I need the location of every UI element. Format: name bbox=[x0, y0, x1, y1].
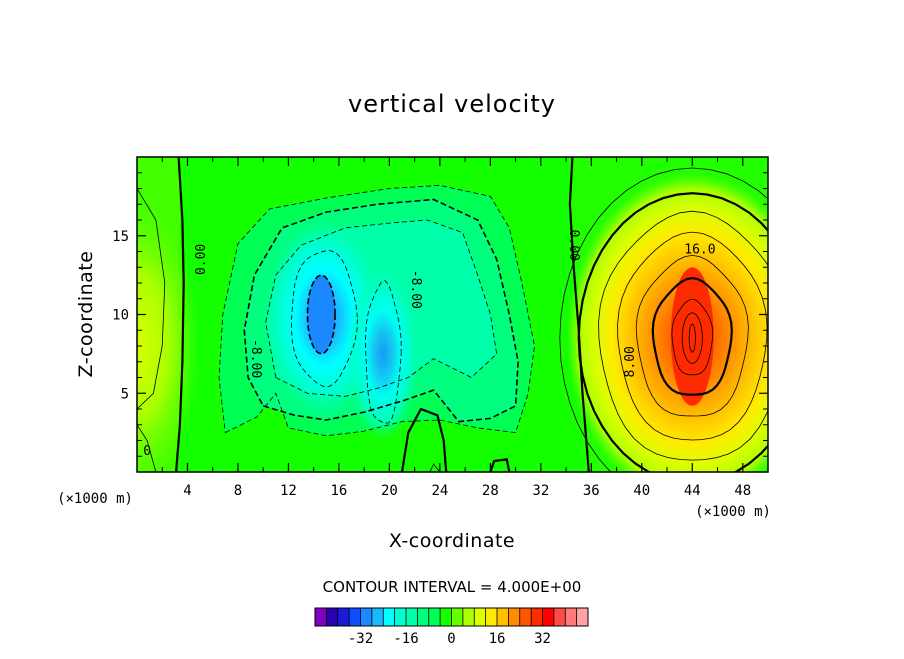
contour-label: 16.0 bbox=[684, 242, 715, 257]
contour-positive-ring bbox=[598, 210, 768, 461]
contour-bump-small bbox=[489, 458, 511, 472]
y-axis-ticks: 5 10 15 bbox=[112, 172, 768, 457]
contour-positive-peak bbox=[688, 323, 696, 353]
colorbar-swatch bbox=[383, 608, 395, 626]
colorbar-swatch bbox=[474, 608, 486, 626]
contour-label-text: 0.00 bbox=[566, 230, 581, 261]
contour-left-positive bbox=[137, 188, 166, 410]
contour-positive-ring bbox=[651, 276, 733, 396]
colorbar-swatch bbox=[337, 608, 350, 626]
colorbar-swatch bbox=[360, 608, 373, 626]
y-axis-label: Z-coordinate bbox=[75, 251, 97, 378]
contour-label: -8.00 bbox=[408, 270, 423, 309]
contour-bump-mid bbox=[400, 407, 448, 472]
field-maximum-core bbox=[670, 267, 714, 406]
contour-positive-ring bbox=[617, 231, 768, 441]
x-unit-label: (×1000 m) bbox=[695, 504, 771, 520]
y-tick-label: 10 bbox=[112, 308, 129, 324]
contour-positive-ring bbox=[671, 298, 714, 376]
x-tick-label: 40 bbox=[633, 483, 650, 499]
colorbar-swatch bbox=[542, 608, 555, 626]
y-tick-label: 15 bbox=[112, 229, 129, 245]
contour-zero-left bbox=[175, 157, 185, 472]
colorbar-swatch bbox=[519, 608, 532, 626]
colorbar-swatch bbox=[531, 608, 543, 626]
contour-label-text: -8.00 bbox=[408, 270, 423, 309]
contour-positive-ring bbox=[577, 192, 768, 472]
contour-positive-ring bbox=[681, 312, 703, 364]
colorbar-tick-label: -32 bbox=[348, 631, 373, 647]
contour-label: 0.00 bbox=[566, 230, 581, 261]
colorbar-swatch bbox=[440, 608, 452, 626]
contour-label-text: 16.0 bbox=[684, 242, 715, 257]
colorbar-frame bbox=[314, 607, 589, 627]
contour-label: 0 bbox=[143, 444, 151, 459]
contour-bump-tiny bbox=[429, 463, 441, 472]
contour-negative-4 bbox=[218, 184, 535, 437]
colorbar-swatch bbox=[406, 608, 418, 626]
x-axis-label: X-coordinate bbox=[389, 530, 515, 552]
contour-lines bbox=[137, 157, 768, 472]
colorbar-swatch bbox=[451, 608, 464, 626]
field-minimum-right bbox=[347, 267, 419, 441]
contour-left-corner bbox=[137, 424, 157, 472]
colorbar-swatch bbox=[553, 608, 566, 626]
colorbar-tick-label: -16 bbox=[393, 631, 418, 647]
colorbar-tick-label: 16 bbox=[489, 631, 506, 647]
colorbar-swatch bbox=[485, 608, 498, 626]
field-minimum-core bbox=[307, 275, 336, 354]
colorbar-swatch bbox=[394, 608, 407, 626]
colorbar-swatch bbox=[497, 608, 509, 626]
colorbar-swatch bbox=[462, 608, 475, 626]
contour-label: -8.00 bbox=[248, 339, 263, 378]
contour-label-text: 0 bbox=[143, 444, 151, 459]
x-tick-label: 28 bbox=[482, 483, 499, 499]
colorbar-swatch bbox=[371, 608, 384, 626]
contour-label: 8.00 bbox=[623, 346, 638, 377]
contour-negative-12 bbox=[265, 219, 498, 397]
x-axis-ticks: 4 8 12 16 20 24 28 32 36 40 44 48 bbox=[161, 157, 751, 499]
x-tick-label: 32 bbox=[532, 483, 549, 499]
x-tick-label: 4 bbox=[183, 483, 191, 499]
contour-positive-ring bbox=[559, 167, 768, 472]
x-tick-label: 24 bbox=[431, 483, 448, 499]
y-tick-label: 5 bbox=[121, 386, 129, 402]
contour-label: 0.00 bbox=[194, 244, 209, 275]
colorbar-swatch bbox=[428, 608, 441, 626]
colorbar-swatch bbox=[565, 608, 577, 626]
x-tick-label: 36 bbox=[583, 483, 600, 499]
x-tick-label: 20 bbox=[381, 483, 398, 499]
colorbar-swatch bbox=[315, 608, 327, 626]
colorbar: -32 -16 0 16 32 bbox=[314, 607, 589, 647]
contour-positive-ring bbox=[635, 254, 749, 417]
colorbar-swatch bbox=[417, 608, 430, 626]
contour-negative-16b bbox=[365, 280, 402, 424]
x-tick-label: 48 bbox=[734, 483, 751, 499]
x-tick-label: 16 bbox=[330, 483, 347, 499]
x-tick-label: 44 bbox=[684, 483, 701, 499]
contour-interval-text: CONTOUR INTERVAL = 4.000E+00 bbox=[323, 578, 582, 596]
chart-title: vertical velocity bbox=[348, 90, 556, 118]
colorbar-tick-label: 32 bbox=[534, 631, 551, 647]
colorbar-swatch bbox=[576, 608, 589, 626]
y-unit-label: (×1000 m) bbox=[57, 491, 133, 507]
contour-labels: 0.00 -8.00 -8.00 0.00 8.00 16.0 0 bbox=[143, 230, 715, 459]
colorbar-swatch bbox=[349, 608, 361, 626]
field-maximum bbox=[566, 172, 768, 472]
colorbar-swatch bbox=[508, 608, 521, 626]
colorbar-tick-label: 0 bbox=[447, 631, 455, 647]
contour-label-text: 8.00 bbox=[623, 346, 638, 377]
x-tick-label: 12 bbox=[280, 483, 297, 499]
contour-label-text: 0.00 bbox=[194, 244, 209, 275]
colorbar-swatch bbox=[326, 608, 339, 626]
contour-negative-16 bbox=[291, 250, 358, 388]
contour-field bbox=[137, 157, 768, 472]
contour-label-text: -8.00 bbox=[248, 339, 263, 378]
field-fills bbox=[137, 157, 768, 472]
x-tick-label: 8 bbox=[234, 483, 242, 499]
